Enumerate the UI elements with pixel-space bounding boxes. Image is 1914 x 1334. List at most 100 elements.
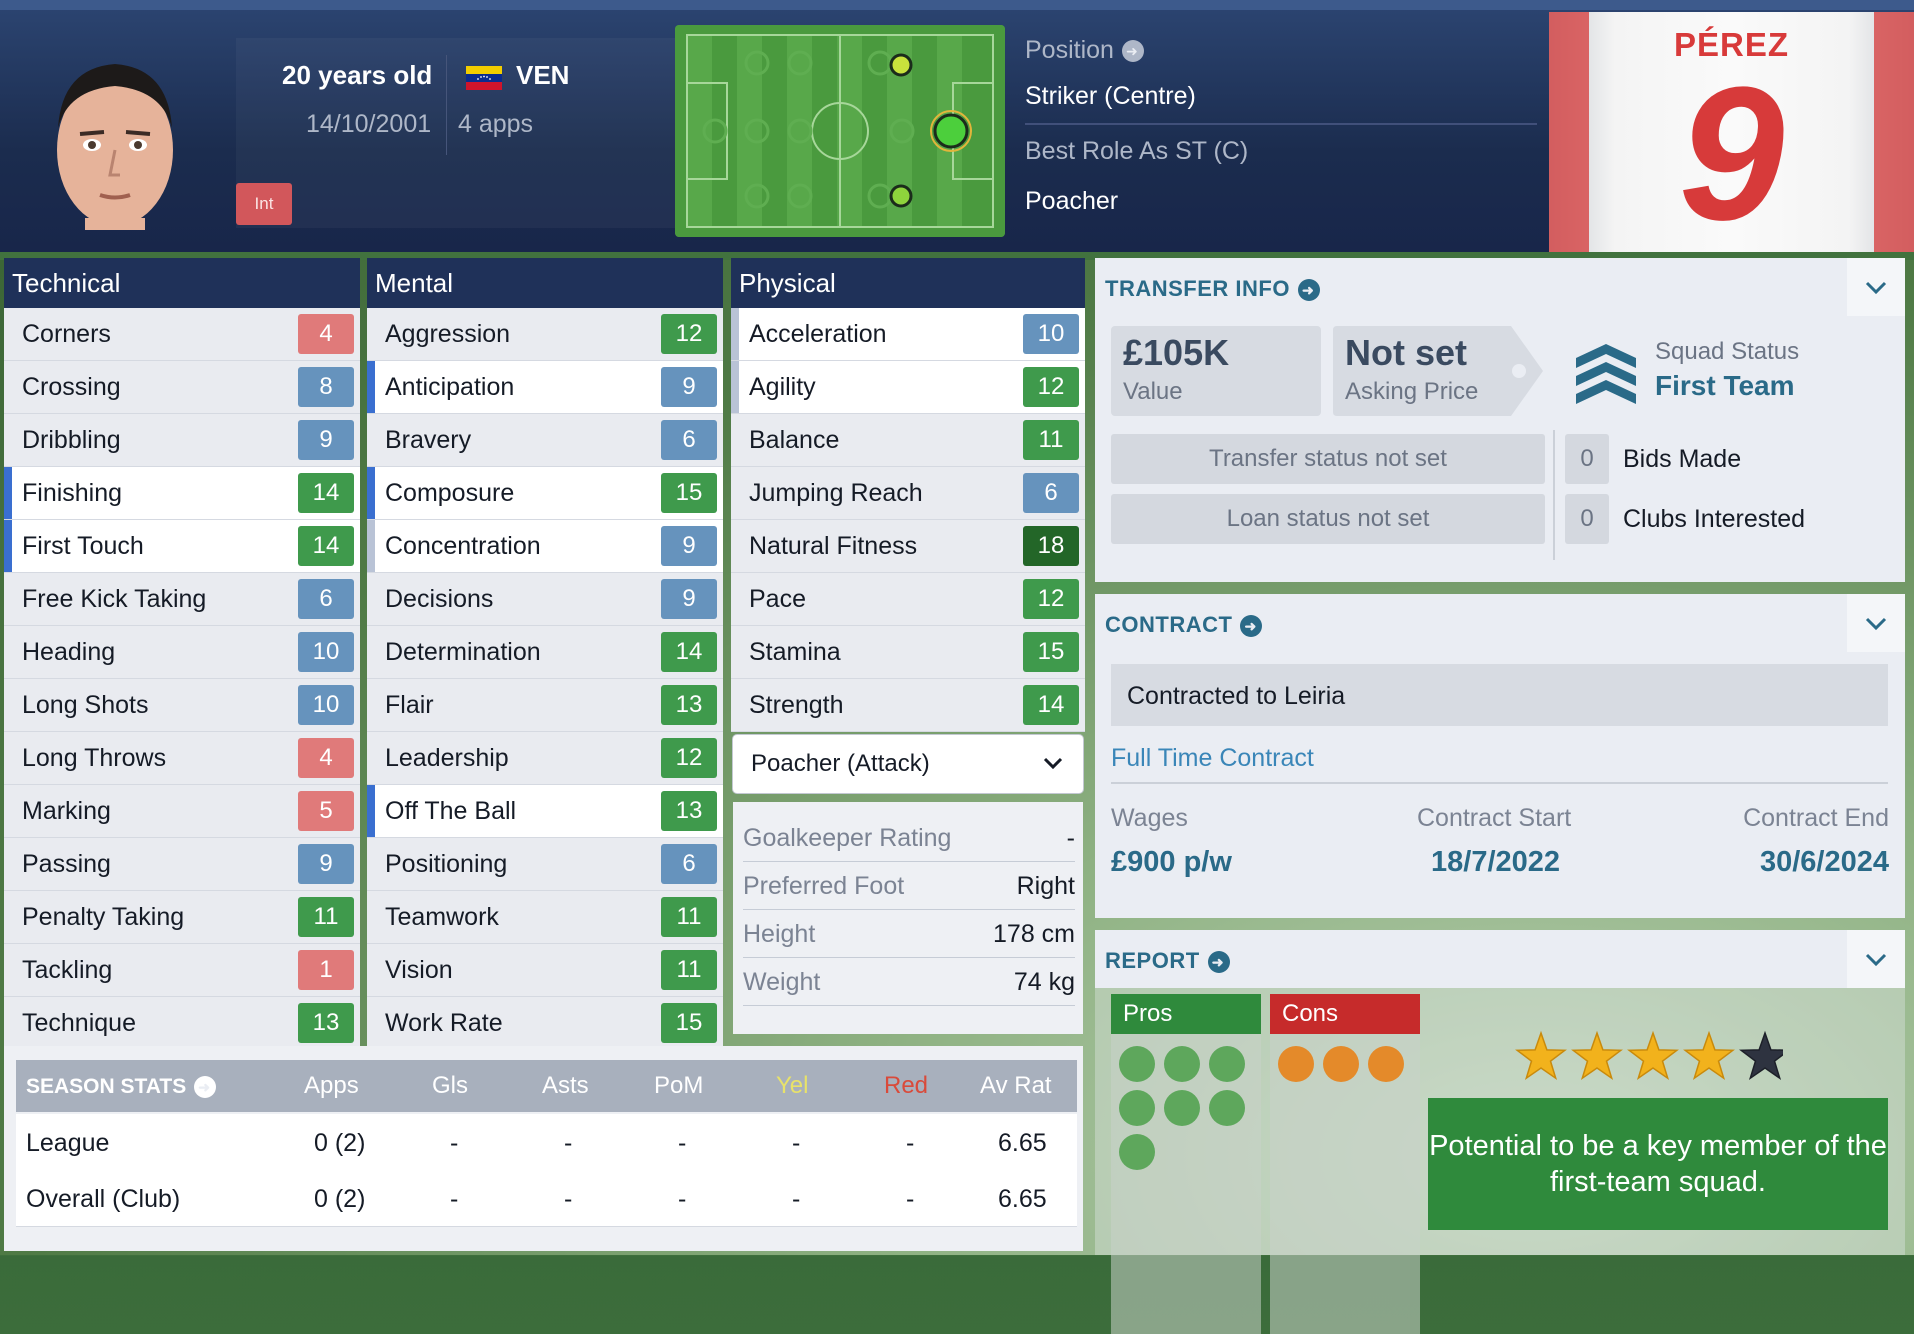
arrow-right-icon[interactable]: [1207, 951, 1230, 974]
shield-icon[interactable]: [1278, 1046, 1314, 1082]
col-red[interactable]: Red: [884, 1072, 929, 1099]
attribute-row[interactable]: Vision 11: [367, 944, 723, 997]
contract-title[interactable]: CONTRACT: [1105, 612, 1263, 638]
position-label-text: Position: [1025, 36, 1114, 64]
role-dropdown[interactable]: Poacher (Attack): [733, 735, 1083, 793]
attribute-name: Marking: [22, 797, 111, 825]
best-role-label: Best Role As ST (C): [1025, 137, 1249, 165]
attribute-row[interactable]: Strength 14: [731, 679, 1085, 732]
attribute-name: Long Throws: [22, 744, 167, 772]
attribute-row[interactable]: Heading 10: [4, 626, 360, 679]
attribute-value: 14: [661, 632, 717, 672]
attribute-value: 15: [661, 473, 717, 513]
attribute-row[interactable]: Technique 13: [4, 997, 360, 1050]
boot-icon[interactable]: [1119, 1090, 1155, 1126]
attribute-row[interactable]: Positioning 6: [367, 838, 723, 891]
attribute-row[interactable]: Bravery 6: [367, 414, 723, 467]
attribute-row[interactable]: Leadership 12: [367, 732, 723, 785]
position-label[interactable]: Position: [1025, 36, 1144, 65]
mental-title: Mental: [367, 258, 723, 308]
collapse-button[interactable]: [1847, 930, 1905, 988]
transfer-status-button[interactable]: Transfer status not set: [1111, 434, 1545, 484]
bio-row: Preferred Foot Right: [743, 862, 1075, 910]
attribute-row[interactable]: Off The Ball 13: [367, 785, 723, 838]
season-stats-title-text: SEASON STATS: [26, 1075, 187, 1098]
col-apps[interactable]: Apps: [304, 1072, 359, 1099]
contract-type[interactable]: Full Time Contract: [1111, 744, 1314, 772]
loan-status-button[interactable]: Loan status not set: [1111, 494, 1545, 544]
goalpost-icon[interactable]: [1323, 1046, 1359, 1082]
attribute-value: 12: [661, 314, 717, 354]
col-av-rat[interactable]: Av Rat: [980, 1072, 1052, 1099]
report-title[interactable]: REPORT: [1105, 948, 1230, 974]
position-pitch-map[interactable]: [675, 25, 1005, 237]
cell: -: [792, 1185, 801, 1213]
heart-rate-icon[interactable]: [1119, 1046, 1155, 1082]
attribute-row[interactable]: Long Throws 4: [4, 732, 360, 785]
attribute-row[interactable]: Aggression 12: [367, 308, 723, 361]
col-assists[interactable]: Asts: [542, 1072, 589, 1099]
arrow-right-icon[interactable]: [1297, 279, 1320, 302]
col-goals[interactable]: Gls: [432, 1072, 468, 1099]
tackle-icon[interactable]: [1368, 1046, 1404, 1082]
arrow-right-icon[interactable]: [194, 1076, 217, 1099]
shirt-sleeve: [1874, 12, 1914, 252]
transfer-info-title[interactable]: TRANSFER INFO: [1105, 276, 1320, 302]
attribute-row[interactable]: Marking 5: [4, 785, 360, 838]
attribute-row[interactable]: Concentration 9: [367, 520, 723, 573]
attribute-row[interactable]: Corners 4: [4, 308, 360, 361]
cons-label: Cons: [1270, 994, 1420, 1034]
attribute-row[interactable]: Stamina 15: [731, 626, 1085, 679]
divider: [1111, 782, 1888, 784]
flag-icon[interactable]: [1209, 1090, 1245, 1126]
attribute-row[interactable]: Anticipation 9: [367, 361, 723, 414]
attribute-row[interactable]: Work Rate 15: [367, 997, 723, 1050]
attribute-value: 14: [298, 473, 354, 513]
pass-arrows-icon[interactable]: [1164, 1090, 1200, 1126]
attribute-row[interactable]: Long Shots 10: [4, 679, 360, 732]
contracted-to-bar[interactable]: Contracted to Leiria: [1111, 664, 1888, 726]
star-rating: [1515, 1030, 1783, 1081]
attribute-row[interactable]: First Touch 14: [4, 520, 360, 573]
attribute-row[interactable]: Jumping Reach 6: [731, 467, 1085, 520]
arrow-right-icon[interactable]: [1121, 40, 1144, 63]
attribute-row[interactable]: Passing 9: [4, 838, 360, 891]
attribute-row[interactable]: Agility 12: [731, 361, 1085, 414]
attribute-row[interactable]: Crossing 8: [4, 361, 360, 414]
season-stats-title[interactable]: SEASON STATS: [26, 1075, 217, 1099]
asking-price-box[interactable]: Not set Asking Price: [1333, 326, 1543, 416]
player-shirt: PÉREZ 9: [1549, 12, 1914, 252]
international-badge[interactable]: Int: [236, 183, 292, 225]
arrow-right-icon[interactable]: [1240, 615, 1263, 638]
attribute-row[interactable]: Balance 11: [731, 414, 1085, 467]
collapse-button[interactable]: [1847, 594, 1905, 652]
star-icon[interactable]: [1164, 1046, 1200, 1082]
attribute-row[interactable]: Tackling 1: [4, 944, 360, 997]
table-row[interactable]: Overall (Club) 0 (2) - - - - - 6.65: [16, 1170, 1077, 1227]
collapse-button[interactable]: [1847, 258, 1905, 316]
whistle-icon[interactable]: [1119, 1134, 1155, 1170]
attribute-row[interactable]: Flair 13: [367, 679, 723, 732]
attribute-row[interactable]: Teamwork 11: [367, 891, 723, 944]
table-row[interactable]: League 0 (2) - - - - - 6.65: [16, 1114, 1077, 1171]
attribute-row[interactable]: Finishing 14: [4, 467, 360, 520]
attribute-row[interactable]: Free Kick Taking 6: [4, 573, 360, 626]
col-yellow[interactable]: Yel: [776, 1072, 809, 1099]
attribute-row[interactable]: Dribbling 9: [4, 414, 360, 467]
cell: -: [792, 1129, 801, 1157]
attribute-name: Dribbling: [22, 426, 121, 454]
attribute-name: Flair: [385, 691, 434, 719]
brain-icon[interactable]: [1209, 1046, 1245, 1082]
attribute-row[interactable]: Composure 15: [367, 467, 723, 520]
clubs-label: Clubs Interested: [1623, 505, 1806, 533]
season-stats-panel: SEASON STATS Apps Gls Asts PoM Yel Red A…: [4, 1046, 1083, 1251]
attribute-row[interactable]: Acceleration 10: [731, 308, 1085, 361]
contract-end-value: 30/6/2024: [1759, 846, 1889, 878]
attribute-row[interactable]: Natural Fitness 18: [731, 520, 1085, 573]
cell: -: [564, 1129, 573, 1157]
attribute-row[interactable]: Penalty Taking 11: [4, 891, 360, 944]
attribute-row[interactable]: Pace 12: [731, 573, 1085, 626]
col-pom[interactable]: PoM: [654, 1072, 704, 1099]
attribute-row[interactable]: Decisions 9: [367, 573, 723, 626]
attribute-row[interactable]: Determination 14: [367, 626, 723, 679]
